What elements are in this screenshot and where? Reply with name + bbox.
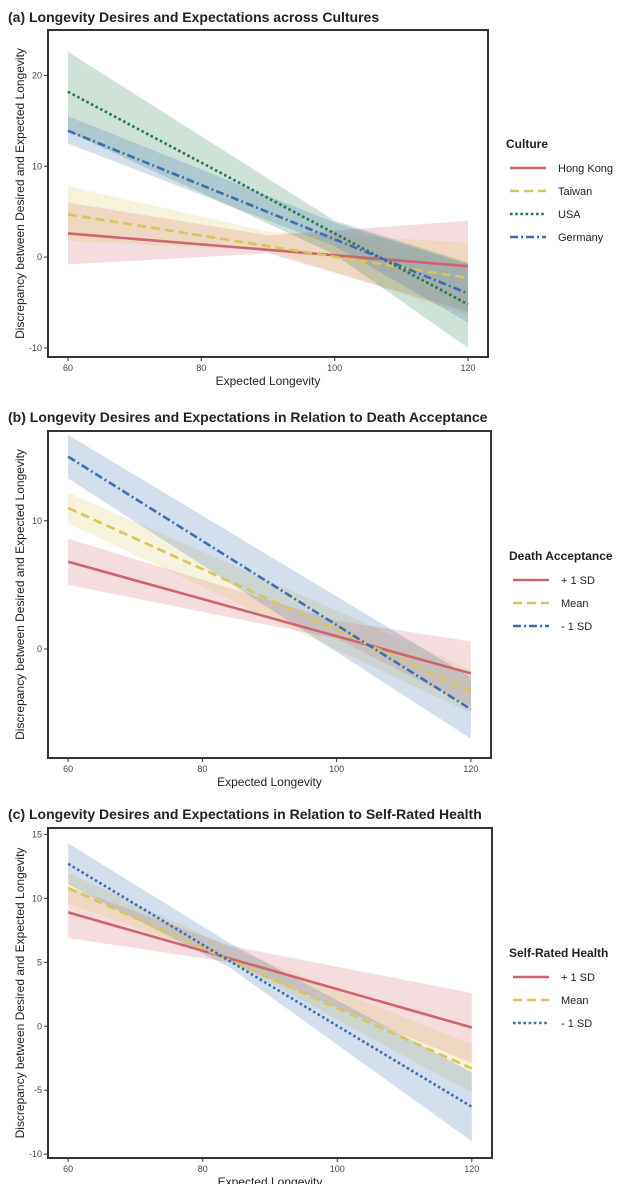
x-axis-label: Expected Longevity (216, 374, 321, 388)
x-tick-label: 80 (197, 764, 207, 774)
confidence-band-3 (68, 116, 468, 323)
legend: Self-Rated Health + 1 SD Mean - 1 SD (509, 946, 608, 1030)
confidence-band-1 (68, 186, 468, 316)
plot-frame (47, 827, 493, 1159)
y-tick-label: 10 (32, 161, 42, 171)
y-tick-label: 15 (32, 829, 42, 839)
confidence-band-1 (68, 872, 472, 1093)
legend-label-2: - 1 SD (561, 1018, 592, 1030)
x-tick-label: 60 (63, 764, 73, 774)
legend-title: Death Acceptance (509, 549, 613, 563)
confidence-band-1 (68, 492, 471, 714)
y-axis-label: Discrepancy between Desired and Expected… (13, 449, 27, 740)
y-tick-label: 20 (32, 70, 42, 80)
chart-title: (b) Longevity Desires and Expectations i… (8, 409, 488, 425)
legend-label-0: + 1 SD (561, 972, 595, 984)
series-line-2 (67, 862, 473, 1108)
series-line-1 (67, 506, 472, 693)
chart-title: (c) Longevity Desires and Expectations i… (8, 806, 482, 822)
legend: Death Acceptance + 1 SD Mean - 1 SD (509, 549, 613, 633)
y-axis-label: Discrepancy between Desired and Expected… (13, 848, 27, 1139)
chart-title: (a) Longevity Desires and Expectations a… (8, 9, 379, 25)
series-line-1 (67, 213, 469, 280)
y-tick-label: 0 (37, 1021, 42, 1031)
series-line-0 (67, 232, 469, 268)
x-tick-label: 60 (63, 363, 73, 373)
legend-label-2: USA (558, 209, 581, 221)
plot-frame (47, 430, 492, 759)
legend-label-0: Hong Kong (558, 163, 613, 175)
legend-label-3: Germany (558, 232, 604, 244)
x-axis-label: Expected Longevity (217, 775, 322, 789)
chart-panel-1: (b) Longevity Desires and Expectations i… (8, 409, 613, 789)
x-tick-label: 100 (329, 764, 344, 774)
x-tick-label: 80 (198, 1164, 208, 1174)
y-tick-label: 10 (32, 893, 42, 903)
x-tick-label: 120 (464, 1164, 479, 1174)
series-line-0 (67, 560, 472, 675)
series-line-1 (67, 886, 473, 1070)
chart-panel-2: (c) Longevity Desires and Expectations i… (8, 806, 608, 1184)
legend-label-1: Mean (561, 995, 589, 1007)
y-tick-label: 0 (37, 252, 42, 262)
plot-frame (47, 29, 489, 358)
x-tick-label: 120 (460, 363, 475, 373)
series-line-2 (67, 455, 472, 711)
y-tick-label: 10 (32, 516, 42, 526)
chart-panel-0: (a) Longevity Desires and Expectations a… (8, 9, 613, 388)
x-tick-label: 80 (196, 363, 206, 373)
y-tick-label: -10 (29, 343, 42, 353)
series-line-3 (67, 129, 469, 295)
x-tick-label: 120 (463, 764, 478, 774)
y-tick-label: -10 (29, 1149, 42, 1159)
x-tick-label: 60 (63, 1164, 73, 1174)
confidence-band-2 (68, 434, 471, 739)
series-line-0 (67, 911, 473, 1029)
legend: Culture Hong Kong Taiwan USA Germany (506, 137, 613, 244)
y-tick-label: 0 (37, 644, 42, 654)
confidence-band-2 (68, 843, 472, 1142)
legend-label-0: + 1 SD (561, 575, 595, 587)
x-axis-label: Expected Longevity (218, 1175, 323, 1184)
confidence-band-0 (68, 538, 471, 707)
y-tick-label: 5 (37, 957, 42, 967)
legend-label-1: Taiwan (558, 186, 592, 198)
y-tick-label: -5 (34, 1085, 42, 1095)
x-tick-label: 100 (330, 1164, 345, 1174)
y-axis-label: Discrepancy between Desired and Expected… (13, 48, 27, 339)
confidence-band-0 (68, 886, 472, 1064)
x-tick-label: 100 (327, 363, 342, 373)
legend-title: Culture (506, 137, 548, 151)
confidence-band-2 (68, 51, 468, 348)
legend-title: Self-Rated Health (509, 946, 608, 960)
legend-label-2: - 1 SD (561, 621, 592, 633)
legend-label-1: Mean (561, 598, 589, 610)
